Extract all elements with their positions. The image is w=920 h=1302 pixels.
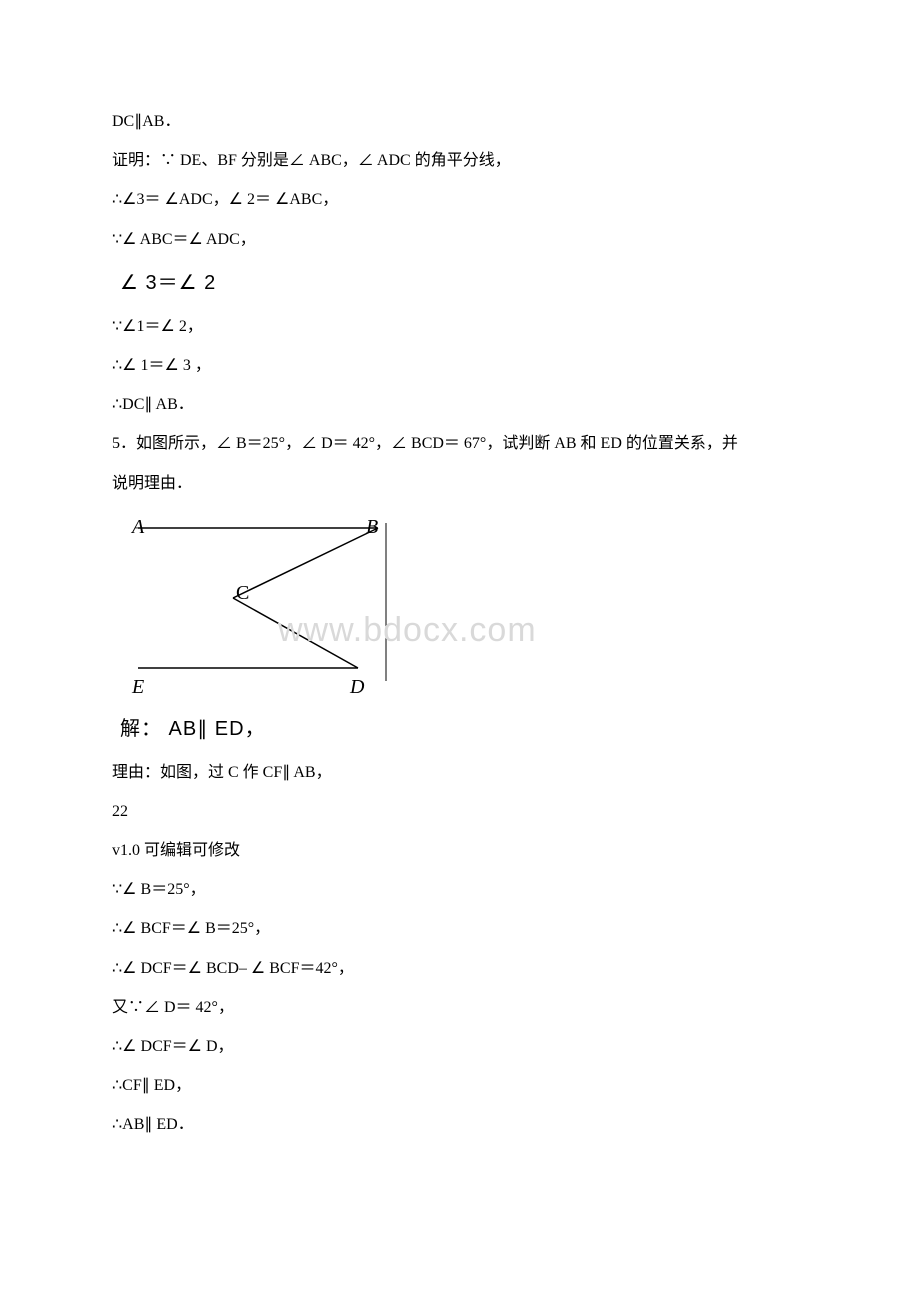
- document-page: DC∥AB． 证明：∵ DE、BF 分别是∠ ABC，∠ ADC 的角平分线， …: [0, 0, 920, 1207]
- solution-line: ∴∠ DCF＝∠ D，: [80, 1029, 840, 1064]
- figure-label-e: E: [132, 665, 144, 709]
- proof-line: DC∥AB．: [80, 104, 840, 139]
- proof-line: ∵∠1＝∠ 2，: [80, 309, 840, 344]
- proof-line: ∵∠ ABC＝∠ ADC，: [80, 222, 840, 257]
- problem-statement: 说明理由．: [80, 466, 840, 501]
- solution-line: 理由：如图，过 C 作 CF∥ AB，: [80, 755, 840, 790]
- proof-line: ∴DC∥ AB．: [80, 387, 840, 422]
- geometry-figure: A B C D E www.bdocx.com: [128, 513, 408, 693]
- solution-line: ∴CF∥ ED，: [80, 1068, 840, 1103]
- figure-label-c: C: [236, 571, 249, 615]
- page-number: 22: [80, 794, 840, 829]
- solution-line-emphasis: 解： AB∥ ED，: [80, 707, 840, 751]
- edit-note: v1.0 可编辑可修改: [80, 833, 840, 868]
- figure-label-a: A: [132, 505, 144, 549]
- proof-line: 证明：∵ DE、BF 分别是∠ ABC，∠ ADC 的角平分线，: [80, 143, 840, 178]
- solution-line: ∴∠ DCF＝∠ BCD– ∠ BCF＝42°，: [80, 951, 840, 986]
- solution-line: ∴∠ BCF＝∠ B＝25°，: [80, 911, 840, 946]
- proof-line-emphasis: ∠ 3＝∠ 2: [80, 261, 840, 305]
- solution-line: ∵∠ B＝25°，: [80, 872, 840, 907]
- solution-line: 又∵∠ D＝ 42°，: [80, 990, 840, 1025]
- proof-line: ∴∠ 1＝∠ 3 ，: [80, 348, 840, 383]
- figure-label-d: D: [350, 665, 364, 709]
- problem-statement: 5．如图所示，∠ B＝25°，∠ D＝ 42°，∠ BCD＝ 67°，试判断 A…: [80, 426, 840, 461]
- proof-line: ∴∠3＝ ∠ADC，∠ 2＝ ∠ABC，: [80, 182, 840, 217]
- solution-line: ∴AB∥ ED．: [80, 1107, 840, 1142]
- figure-label-b: B: [366, 505, 378, 549]
